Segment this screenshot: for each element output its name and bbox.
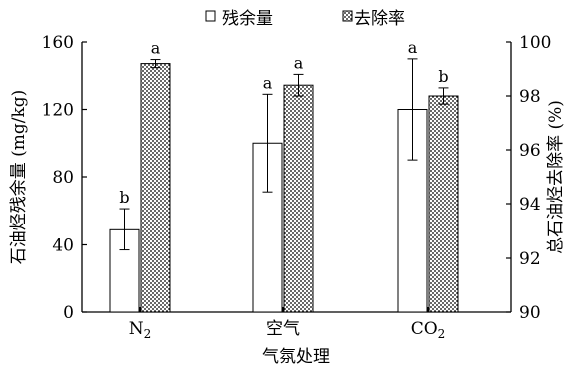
x-tick-label-co2: CO2	[411, 319, 446, 341]
left-tick-label: 160	[42, 33, 74, 53]
left-tick-label: 40	[52, 236, 74, 256]
y-axis-label-right: 总石油烃去除率 (%)	[546, 100, 566, 254]
x-axis-ticks	[139, 307, 429, 312]
significance-label: a	[151, 39, 161, 58]
left-tick-label: 0	[63, 303, 74, 323]
right-tick-label: 90	[519, 303, 541, 323]
right-tick-label: 96	[519, 141, 541, 161]
right-tick-label: 100	[519, 33, 551, 53]
left-tick-label: 80	[52, 168, 74, 188]
bar-removal-1	[283, 84, 314, 313]
left-axis-ticks: 0 40 80 120 160	[42, 33, 87, 323]
significance-label: b	[438, 67, 448, 86]
x-axis-label: 气氛处理	[262, 347, 330, 367]
significance-label: a	[408, 38, 418, 57]
left-tick-label: 120	[42, 101, 74, 121]
x-tick-label-air: 空气	[266, 319, 300, 339]
right-tick-label: 94	[519, 195, 541, 215]
legend-label-residual: 残余量	[222, 9, 273, 29]
legend: 残余量 去除率	[205, 9, 405, 29]
bars: b a a a a b	[109, 38, 459, 313]
y-axis-label-left: 石油烃残余量 (mg/kg)	[9, 90, 29, 265]
significance-label: a	[263, 73, 273, 92]
x-tick-label-n2: N2	[129, 319, 152, 341]
legend-swatch-removal	[342, 10, 353, 22]
right-tick-label: 98	[519, 87, 541, 107]
legend-label-removal: 去除率	[354, 9, 405, 29]
right-axis-ticks: 90 92 94 96 98 100	[506, 33, 551, 323]
right-tick-label: 92	[519, 249, 541, 269]
legend-swatch-residual	[205, 10, 216, 22]
bar-removal-0	[140, 63, 171, 313]
significance-label: b	[119, 188, 129, 207]
significance-label: a	[294, 53, 304, 72]
bar-removal-2	[428, 95, 459, 313]
